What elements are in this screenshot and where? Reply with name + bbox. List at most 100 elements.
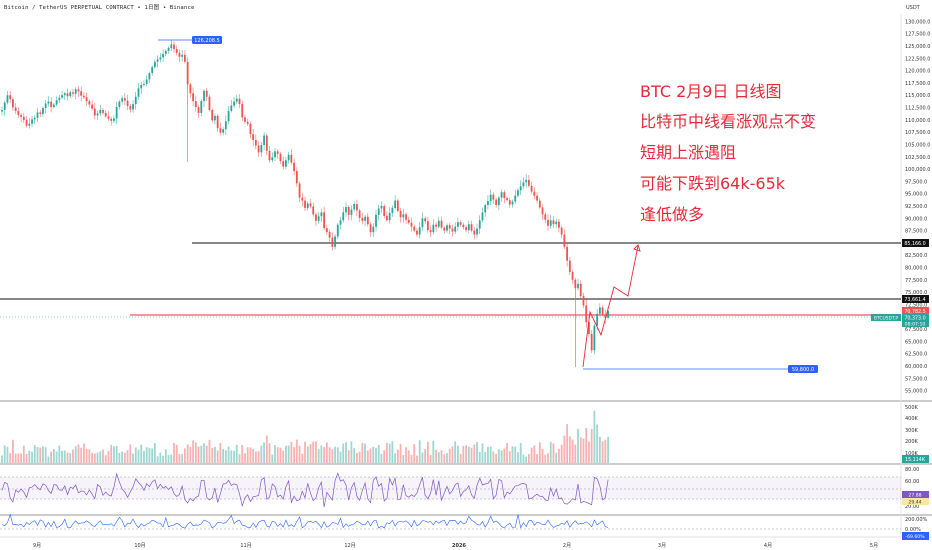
candle-body — [107, 116, 110, 119]
volume-bar — [91, 452, 93, 463]
volume-bar — [478, 451, 481, 463]
candle-body — [560, 227, 563, 235]
volume-bar — [9, 453, 12, 463]
volume-bar — [72, 449, 74, 463]
candle-body — [361, 217, 364, 221]
volume-bar — [110, 444, 113, 463]
candle-body — [405, 214, 407, 220]
volume-bar — [547, 453, 549, 463]
candle-body — [604, 314, 607, 318]
candle-body — [134, 96, 137, 105]
volume-bar — [96, 452, 99, 463]
volume-bar — [598, 436, 601, 463]
price-tick-label: 102,500.0 — [905, 155, 930, 161]
candle-body — [347, 206, 350, 215]
volume-bar — [421, 452, 424, 463]
time-axis[interactable]: 9月 10月 11月 12月 2026 2月 3月 4月 5月 — [33, 543, 878, 549]
candle-body — [189, 84, 192, 94]
candle-body — [331, 237, 334, 247]
volume-bar — [315, 441, 317, 463]
candle-body — [506, 198, 508, 201]
candle-body — [52, 104, 55, 108]
osc-tick-label: 0.00% — [905, 527, 921, 533]
candle-body — [276, 151, 279, 154]
volume-bar — [342, 443, 345, 463]
volume-bar — [588, 441, 590, 463]
candle-body — [503, 192, 506, 199]
candle-body — [538, 200, 541, 208]
volume-bar — [426, 442, 429, 463]
candle-body — [153, 61, 156, 68]
candle-body — [342, 212, 345, 221]
annotation-line-1: BTC 2月9日 日线图 — [640, 82, 782, 101]
candle-body — [607, 310, 609, 318]
candle-body — [175, 48, 178, 53]
volume-bar — [293, 447, 296, 463]
frame — [0, 14, 932, 538]
candle-body — [298, 183, 301, 198]
candle-body — [254, 140, 257, 146]
price-axis[interactable]: 130,000.0 127,500.0 125,000.0 122,500.0 120,… — [905, 19, 930, 394]
candle-body — [257, 145, 260, 153]
svg-text:126,208.5: 126,208.5 — [194, 38, 219, 44]
forecast-path[interactable] — [582, 245, 639, 368]
volume-bar — [58, 445, 61, 463]
candle-body — [58, 97, 61, 101]
volume-bar — [143, 450, 145, 463]
candle-body — [399, 210, 402, 218]
candle-body — [391, 207, 394, 213]
candle-body — [446, 225, 448, 231]
volume-bar — [356, 453, 358, 463]
candle-body — [426, 221, 429, 231]
svg-text:85,166.0: 85,166.0 — [904, 241, 925, 247]
volume-bar — [39, 447, 42, 463]
svg-text:15.114K: 15.114K — [905, 457, 926, 463]
volume-bar — [309, 444, 312, 463]
candle-body — [170, 44, 173, 48]
volume-bar — [214, 446, 216, 463]
price-tick-label: 55,000.0 — [905, 389, 927, 395]
volume-bar — [3, 445, 6, 463]
candle-body — [102, 110, 104, 113]
candle-body — [547, 219, 549, 226]
volume-bar — [470, 447, 473, 463]
candle-body — [402, 214, 405, 218]
price-tick-label: 105,000.0 — [905, 142, 930, 148]
volume-bar — [492, 451, 495, 463]
volume-bar — [424, 449, 427, 463]
symbol-header[interactable]: Bitcoin / TetherUS PERPETUAL CONTRACT • … — [4, 5, 195, 11]
candle-body — [36, 112, 39, 118]
volume-bar — [336, 447, 339, 463]
volume-bar — [418, 440, 421, 463]
tag-volume-last: 15.114K — [902, 455, 929, 463]
candle-body — [186, 61, 189, 85]
candle-body — [394, 200, 397, 208]
candle-body — [55, 100, 58, 105]
volume-bar — [276, 447, 279, 463]
volume-bar — [369, 448, 372, 463]
candle-body — [465, 227, 467, 231]
volume-bar — [132, 453, 134, 463]
price-tick-label: 107,500.0 — [905, 130, 930, 136]
volume-bar — [233, 450, 235, 463]
volume-bar — [508, 451, 511, 463]
candle-body — [126, 100, 129, 107]
candle-body — [197, 107, 200, 113]
candle-body — [203, 90, 205, 102]
candle-body — [549, 220, 552, 226]
candle-body — [478, 220, 481, 229]
candle-body — [353, 204, 356, 210]
volume-bar — [20, 453, 23, 463]
candle-body — [350, 209, 353, 215]
candle-body — [123, 98, 126, 101]
time-tick-label: 5月 — [870, 543, 878, 549]
high-price-tag: 126,208.5 — [192, 36, 222, 44]
candle-body — [396, 200, 399, 211]
volume-bar — [99, 451, 102, 463]
volume-bar — [345, 442, 347, 463]
volume-bar — [533, 445, 536, 463]
volume-bar — [527, 454, 530, 463]
candle-body — [424, 218, 427, 222]
candle-body — [500, 192, 503, 198]
